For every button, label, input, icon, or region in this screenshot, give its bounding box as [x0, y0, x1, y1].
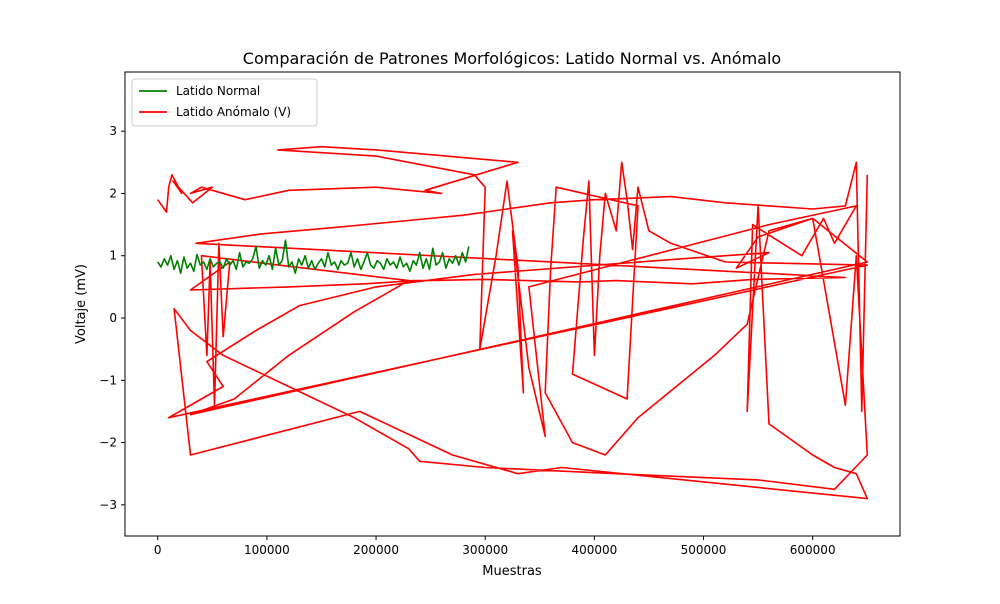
y-tick-label: 1	[109, 249, 117, 263]
legend-label: Latido Normal	[176, 84, 260, 98]
legend: Latido Normal Latido Anómalo (V)	[131, 78, 318, 127]
y-axis-label: Voltaje (mV)	[74, 264, 89, 344]
y-tick-label: 2	[109, 186, 117, 200]
x-axis-label: Muestras	[482, 564, 542, 579]
x-tick-label: 100000	[244, 543, 290, 557]
x-tick-label: 0	[154, 543, 162, 557]
plot-frame	[124, 71, 901, 537]
y-axis: −3 −2 −1 0 1 2 3	[99, 124, 125, 512]
plot-lines	[157, 145, 869, 500]
x-tick-label: 600000	[790, 543, 836, 557]
x-tick-label: 300000	[462, 543, 508, 557]
legend-label: Latido Anómalo (V)	[176, 105, 291, 119]
y-tick-label: 3	[109, 124, 117, 138]
y-tick-label: −2	[99, 436, 117, 450]
y-tick-label: −1	[99, 373, 117, 387]
series-line-normal	[157, 239, 470, 275]
x-tick-label: 400000	[571, 543, 617, 557]
series-line-anomalous	[157, 145, 869, 500]
chart-title: Comparación de Patrones Morfológicos: La…	[243, 49, 781, 68]
y-tick-label: −3	[99, 498, 117, 512]
x-axis: 0 100000 200000 300000 400000 500000 600000	[154, 536, 836, 557]
x-tick-label: 200000	[353, 543, 399, 557]
x-tick-label: 500000	[681, 543, 727, 557]
legend-box	[131, 78, 318, 127]
y-tick-label: 0	[109, 311, 117, 325]
